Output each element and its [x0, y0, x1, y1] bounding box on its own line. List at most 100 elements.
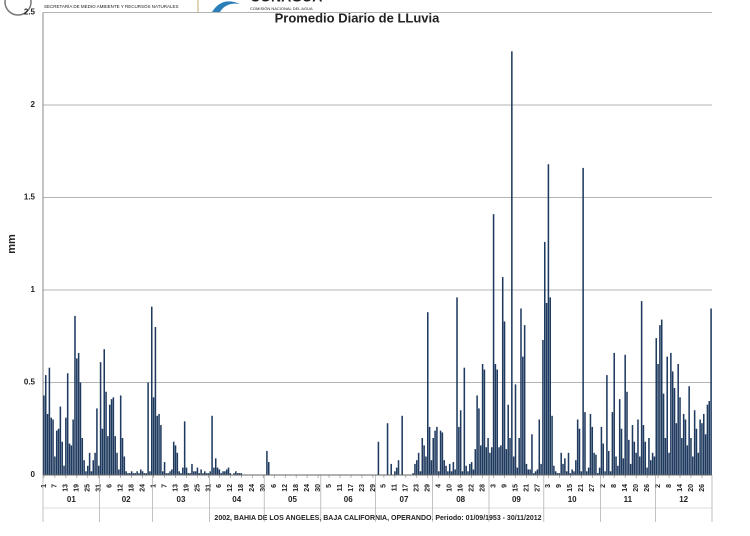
bar — [447, 471, 449, 475]
month-label: 06 — [344, 495, 353, 504]
x-tick-label: 17 — [403, 484, 410, 492]
bar — [140, 469, 142, 475]
bar — [147, 382, 149, 475]
bar — [681, 438, 683, 475]
bar — [134, 473, 137, 475]
bar — [92, 460, 95, 475]
x-tick-label: 18 — [128, 484, 135, 492]
bar — [501, 277, 504, 475]
bar — [386, 423, 389, 475]
x-tick-label: 6 — [107, 484, 114, 488]
x-tick-label: 20 — [688, 484, 695, 492]
x-tick-label: 25 — [85, 484, 92, 492]
bar — [500, 445, 502, 475]
x-tick-label: 15 — [512, 484, 519, 492]
x-tick-label: 31 — [205, 484, 212, 492]
bar — [485, 447, 488, 475]
bar — [202, 473, 204, 475]
x-tick-label: 21 — [523, 484, 530, 492]
bar — [428, 426, 431, 475]
x-tick-label: 21 — [578, 484, 585, 492]
bar — [622, 458, 625, 475]
x-tick-label: 3 — [490, 484, 497, 488]
bar — [193, 471, 195, 475]
x-tick-label: 20 — [633, 484, 640, 492]
bar — [626, 391, 628, 475]
bar — [580, 471, 583, 475]
x-tick-label: 24 — [249, 484, 256, 492]
bar — [487, 438, 489, 475]
bar — [480, 445, 482, 475]
bar — [136, 471, 138, 475]
bar — [441, 432, 444, 475]
bar — [57, 428, 60, 475]
month-label: 07 — [400, 495, 409, 504]
x-tick-label: 14 — [677, 484, 684, 492]
x-tick-label: 12 — [227, 484, 234, 492]
bar — [595, 454, 597, 475]
x-tick-label: 25 — [194, 484, 201, 492]
bar — [613, 352, 615, 475]
month-label: 01 — [67, 495, 76, 504]
bar — [637, 419, 639, 475]
bar — [606, 375, 608, 475]
bar — [660, 319, 663, 475]
bar — [459, 410, 462, 475]
x-tick-label: 30 — [315, 484, 322, 492]
bar — [545, 302, 548, 475]
bar — [578, 428, 581, 475]
bar — [522, 356, 524, 475]
bar — [554, 471, 557, 475]
bar — [668, 452, 670, 475]
bar — [461, 471, 464, 475]
bar — [527, 469, 530, 475]
bar — [695, 428, 698, 475]
bar — [63, 465, 65, 475]
bar — [443, 460, 445, 475]
x-tick-label: 1 — [150, 484, 157, 488]
bar — [463, 367, 466, 475]
bar — [112, 397, 115, 475]
bar — [617, 465, 619, 475]
bar — [576, 419, 579, 475]
bar — [564, 458, 566, 475]
x-tick-label: 13 — [172, 484, 179, 492]
bar — [436, 426, 438, 475]
bar — [509, 438, 511, 475]
month-label: 03 — [177, 495, 186, 504]
bar — [701, 423, 703, 475]
x-tick-label: 1 — [41, 484, 48, 488]
bar — [110, 399, 113, 475]
x-tick-label: 7 — [52, 484, 59, 488]
bar — [156, 415, 159, 475]
x-tick-label: 23 — [359, 484, 366, 492]
agency-name: SECRETARÍA DE MEDIO AMBIENTE Y RECURSOS … — [44, 3, 178, 9]
seal-icon — [4, 0, 32, 16]
bar — [693, 410, 696, 475]
month-label: 10 — [568, 495, 577, 504]
bar — [706, 404, 709, 475]
bar — [553, 465, 555, 475]
bar — [183, 421, 186, 475]
bar — [432, 438, 435, 475]
bar — [213, 467, 215, 475]
x-tick-label: 11 — [392, 484, 399, 492]
bar — [74, 315, 76, 475]
x-tick-label: 24 — [139, 484, 146, 492]
bar — [607, 450, 610, 475]
x-tick-label: 22 — [468, 484, 475, 492]
bar — [211, 415, 213, 475]
bar — [565, 471, 568, 475]
bar — [127, 473, 129, 475]
bar — [520, 308, 522, 475]
month-label: 05 — [288, 495, 297, 504]
bar — [145, 473, 148, 475]
bar — [138, 473, 140, 475]
bar — [481, 364, 484, 475]
bar — [629, 463, 632, 475]
month-label: 09 — [512, 495, 521, 504]
x-tick-label: 23 — [414, 484, 421, 492]
bar — [68, 443, 71, 475]
bar — [560, 452, 562, 475]
